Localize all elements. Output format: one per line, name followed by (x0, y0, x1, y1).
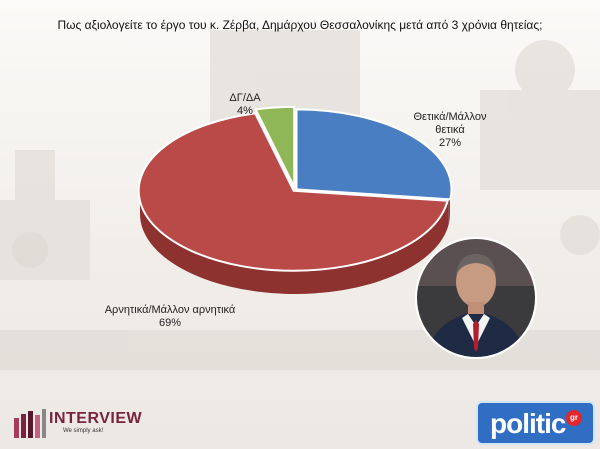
chart-title: Πως αξιολογείτε το έργο του κ. Ζέρβα, Δη… (57, 18, 543, 32)
pie-slice-dontknow (254, 105, 296, 188)
slice-label-positive: Θετικά/Μάλλον θετικά 27% (405, 111, 495, 150)
interview-logo-icon (14, 409, 46, 438)
slice-label-dontknow: ΔΓ/ΔΑ 4% (215, 92, 275, 118)
slice-value-negative: 69% (158, 317, 182, 329)
pie-side-negative (140, 190, 449, 295)
slice-label-negative-line1: Αρνητικά/Μάλλον αρνητικά (104, 304, 236, 316)
politic-logo-suffix: gr (566, 410, 582, 426)
politic-logo: politic gr (476, 401, 595, 445)
politic-logo-text: politic (490, 408, 566, 439)
slice-label-dontknow-line1: ΔΓ/ΔΑ (229, 92, 261, 104)
interview-logo-text: INTERVIEW (49, 410, 143, 427)
slice-label-positive-line2: θετικά (435, 124, 465, 136)
pie-slice-positive (295, 108, 453, 201)
mayor-portrait-photo (415, 237, 537, 359)
pie-slice-negative (137, 112, 449, 272)
slice-value-dontknow: 4% (237, 105, 253, 117)
slice-value-positive: 27% (438, 137, 462, 149)
interview-tagline: We simply ask! (63, 428, 104, 434)
slice-label-positive-line1: Θετικά/Μάλλον (413, 111, 487, 123)
slice-label-negative: Αρνητικά/Μάλλον αρνητικά 69% (85, 304, 255, 330)
